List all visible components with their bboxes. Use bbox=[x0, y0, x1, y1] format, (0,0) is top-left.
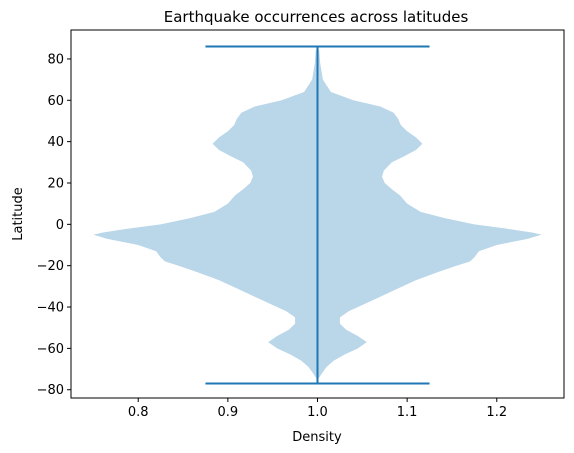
x-tick-label: 1.1 bbox=[397, 405, 418, 420]
y-tick-label: 20 bbox=[47, 176, 64, 191]
y-tick-label: −20 bbox=[37, 259, 64, 274]
x-axis-label: Density bbox=[292, 430, 342, 445]
plot-area bbox=[93, 45, 542, 385]
y-tick-label: 40 bbox=[47, 135, 64, 150]
y-axis: −80 −60 −40 −20 0 20 40 60 80 bbox=[37, 52, 71, 398]
x-tick-label: 0.8 bbox=[128, 405, 149, 420]
y-tick-label: −40 bbox=[37, 301, 64, 316]
y-tick-label: −60 bbox=[37, 342, 64, 357]
y-axis-label: Latitude bbox=[11, 187, 26, 241]
y-tick-label: 0 bbox=[56, 218, 64, 233]
x-tick-label: 0.9 bbox=[218, 405, 239, 420]
x-tick-label: 1.0 bbox=[307, 405, 328, 420]
x-axis: 0.8 0.9 1.0 1.1 1.2 bbox=[128, 398, 507, 420]
x-tick-label: 1.2 bbox=[486, 405, 507, 420]
chart-title: Earthquake occurrences across latitudes bbox=[164, 8, 469, 26]
y-tick-label: −80 bbox=[37, 383, 64, 398]
y-tick-label: 60 bbox=[47, 94, 64, 109]
y-tick-label: 80 bbox=[47, 52, 64, 67]
